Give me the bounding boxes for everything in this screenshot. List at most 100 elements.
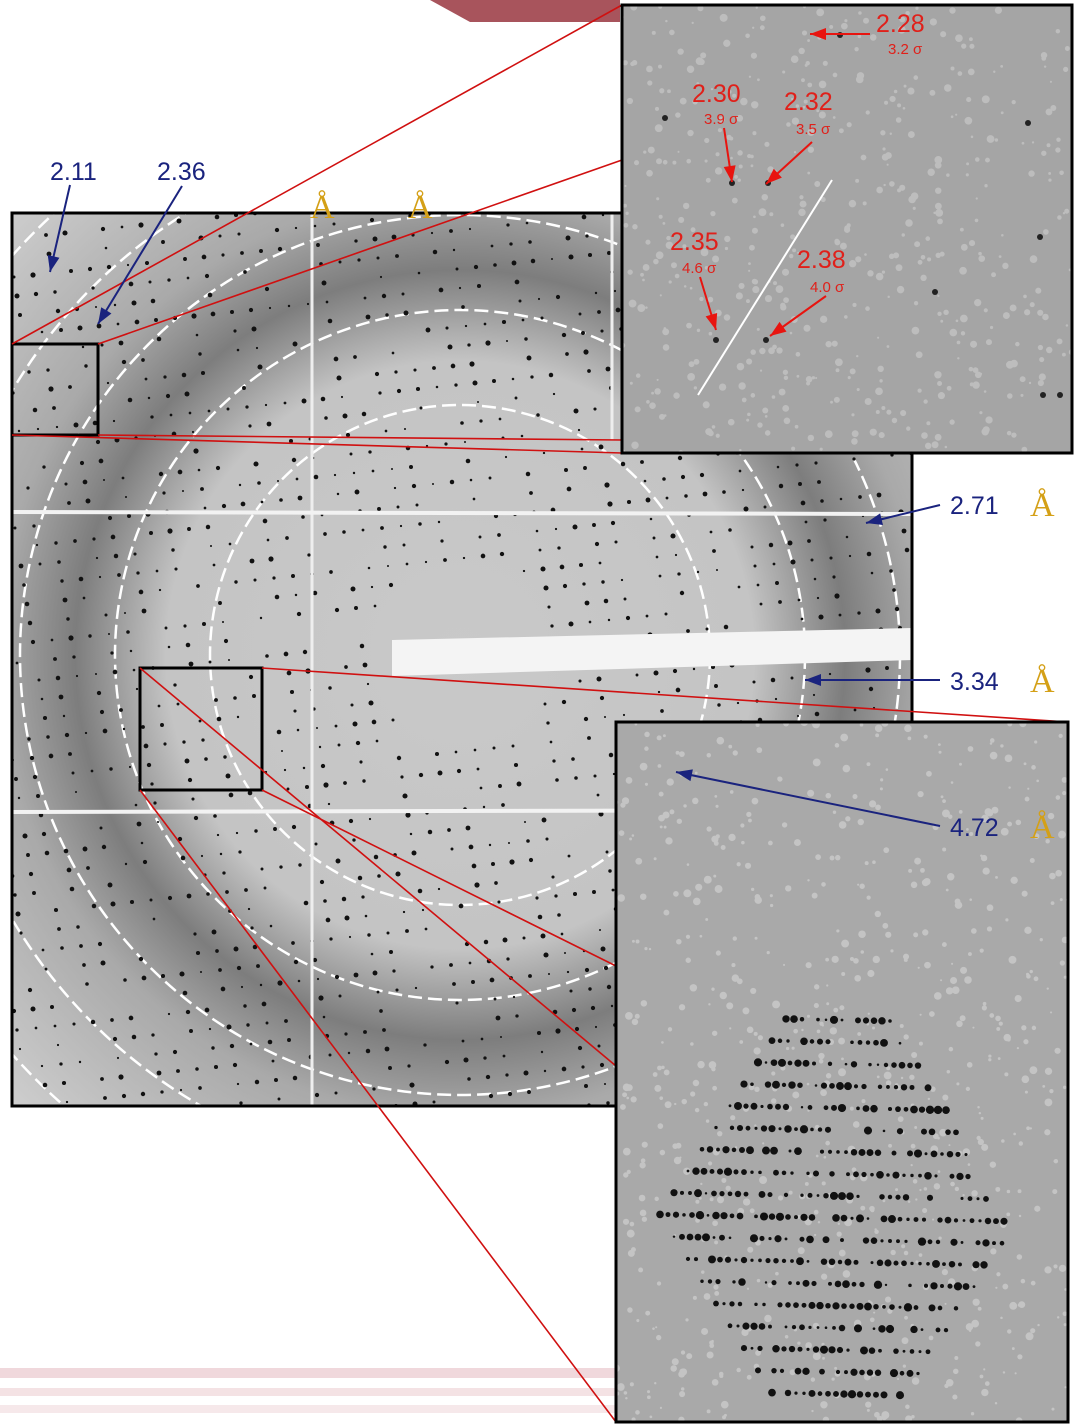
spot — [693, 668, 695, 670]
spot — [46, 368, 49, 371]
spot — [103, 729, 108, 734]
spot — [592, 890, 596, 894]
spot — [751, 546, 754, 549]
spot — [80, 461, 84, 465]
speck — [1050, 81, 1052, 83]
speck — [925, 443, 932, 450]
spot — [486, 1075, 490, 1079]
speck — [647, 1395, 651, 1399]
speck — [675, 274, 680, 279]
spot — [527, 356, 532, 361]
spot — [914, 1217, 919, 1222]
spot — [901, 1260, 907, 1266]
spot — [885, 666, 889, 670]
spot — [489, 1094, 493, 1098]
speck — [969, 367, 974, 372]
speck — [707, 753, 711, 757]
speck — [889, 96, 895, 102]
speck — [1059, 170, 1064, 175]
speck — [974, 299, 981, 306]
speck — [817, 1030, 821, 1034]
spot — [470, 479, 473, 482]
spot — [760, 1212, 768, 1220]
spot — [716, 1148, 720, 1152]
speck — [656, 158, 662, 164]
speck — [1030, 858, 1035, 863]
spot — [60, 946, 64, 950]
speck — [895, 1188, 898, 1191]
spot — [270, 925, 273, 928]
spot — [65, 733, 69, 737]
spot — [597, 677, 602, 682]
spot — [824, 1105, 829, 1110]
spot — [127, 514, 131, 518]
spot — [1016, 634, 1018, 636]
spot — [1026, 575, 1029, 578]
spot — [883, 1130, 886, 1133]
spot — [764, 506, 767, 509]
speck — [740, 98, 748, 106]
spot — [807, 1260, 810, 1263]
speck — [937, 295, 939, 297]
speck — [890, 1250, 895, 1255]
spot — [904, 1240, 907, 1243]
spot — [344, 1032, 347, 1035]
spot — [700, 1279, 703, 1282]
speck — [775, 1272, 779, 1276]
speck — [782, 269, 789, 276]
spot — [705, 1192, 707, 1194]
spot — [292, 825, 296, 829]
spot — [428, 830, 432, 834]
spot — [135, 320, 140, 325]
speck — [888, 1144, 892, 1148]
speck — [767, 951, 770, 954]
spot — [189, 1029, 193, 1033]
spot — [144, 744, 149, 749]
spot — [782, 1259, 786, 1263]
speck — [782, 822, 787, 827]
spot — [239, 484, 241, 486]
speck — [835, 743, 840, 748]
spot — [154, 1052, 157, 1055]
speck — [673, 392, 679, 398]
spot — [122, 477, 125, 480]
spot — [894, 1085, 898, 1089]
spot — [523, 1070, 528, 1075]
speck — [845, 816, 850, 821]
speck — [820, 1089, 827, 1096]
spot — [574, 776, 578, 780]
spot — [454, 383, 457, 386]
spot — [50, 1005, 54, 1009]
speck — [990, 1248, 996, 1254]
spot — [364, 297, 367, 300]
spot — [942, 1106, 950, 1114]
speck — [887, 164, 889, 166]
spot — [172, 1166, 177, 1171]
spot — [800, 1125, 808, 1133]
speck — [695, 772, 698, 775]
spot — [49, 754, 54, 759]
speck — [1003, 1034, 1010, 1041]
spot — [336, 1226, 340, 1230]
spot — [469, 228, 471, 230]
spot — [372, 720, 377, 725]
spot — [151, 299, 156, 304]
spot — [406, 79, 410, 83]
spot — [481, 554, 486, 559]
speck — [1020, 394, 1023, 397]
spot — [461, 305, 465, 309]
speck — [807, 1109, 809, 1111]
spot — [791, 677, 794, 680]
speck — [699, 59, 705, 65]
spot — [744, 1192, 749, 1197]
spot — [778, 1039, 783, 1044]
speck — [749, 245, 755, 251]
spot — [194, 816, 198, 820]
speck — [863, 201, 867, 205]
spot — [589, 621, 592, 624]
spot — [250, 926, 253, 929]
spot — [775, 1104, 781, 1110]
spot — [673, 1212, 679, 1218]
speck — [990, 1161, 996, 1167]
spot — [113, 670, 118, 675]
